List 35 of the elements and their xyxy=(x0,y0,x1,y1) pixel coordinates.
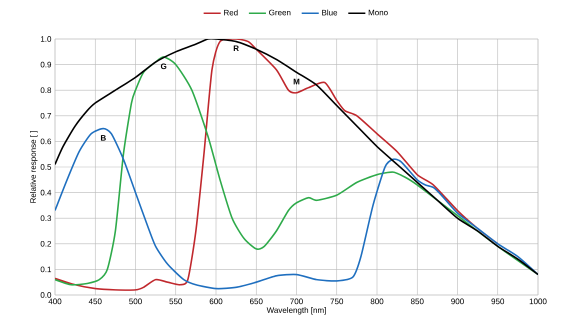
y-tick-label: 0.4 xyxy=(40,190,52,196)
x-tick-label: 500 xyxy=(129,298,142,304)
y-tick-label: 0.5 xyxy=(40,164,52,170)
x-tick-label: 1000 xyxy=(530,298,547,304)
x-tick-label: 950 xyxy=(491,298,504,304)
y-tick-label: 0.6 xyxy=(40,138,52,144)
legend-label: Green xyxy=(269,10,290,16)
y-tick-label: 0.9 xyxy=(40,62,52,68)
x-tick-label: 600 xyxy=(210,298,222,304)
y-tick-label: 0.1 xyxy=(40,266,52,272)
legend-label: Red xyxy=(224,10,238,16)
annotation: B xyxy=(100,135,106,141)
legend-label: Mono xyxy=(368,10,388,16)
annotation: G xyxy=(160,63,166,70)
annotation: R xyxy=(234,46,239,52)
legend-label: Blue xyxy=(322,10,338,16)
y-tick-label: 0.7 xyxy=(40,112,52,119)
x-axis-title: Wavelength [nm] xyxy=(266,307,326,315)
x-tick-label: 650 xyxy=(250,298,263,304)
x-tick-label: 900 xyxy=(451,298,464,304)
y-axis-title: Relative response [ ] xyxy=(30,131,38,203)
x-tick-label: 450 xyxy=(88,298,102,304)
x-tick-label: 550 xyxy=(169,298,182,304)
annotation: M xyxy=(294,78,300,84)
x-tick-label: 800 xyxy=(370,298,384,304)
x-tick-label: 750 xyxy=(330,298,344,304)
y-tick-label: 0.3 xyxy=(40,215,52,222)
y-tick-label: 0.2 xyxy=(40,240,52,247)
y-tick-label: 1.0 xyxy=(40,36,52,42)
line-series xyxy=(55,128,538,290)
y-tick-label: 0.8 xyxy=(40,87,52,94)
y-tick-label: 0.0 xyxy=(40,292,52,298)
x-tick-label: 700 xyxy=(290,298,303,304)
x-tick-label: 850 xyxy=(410,298,424,304)
x-tick-label: 400 xyxy=(48,298,62,304)
